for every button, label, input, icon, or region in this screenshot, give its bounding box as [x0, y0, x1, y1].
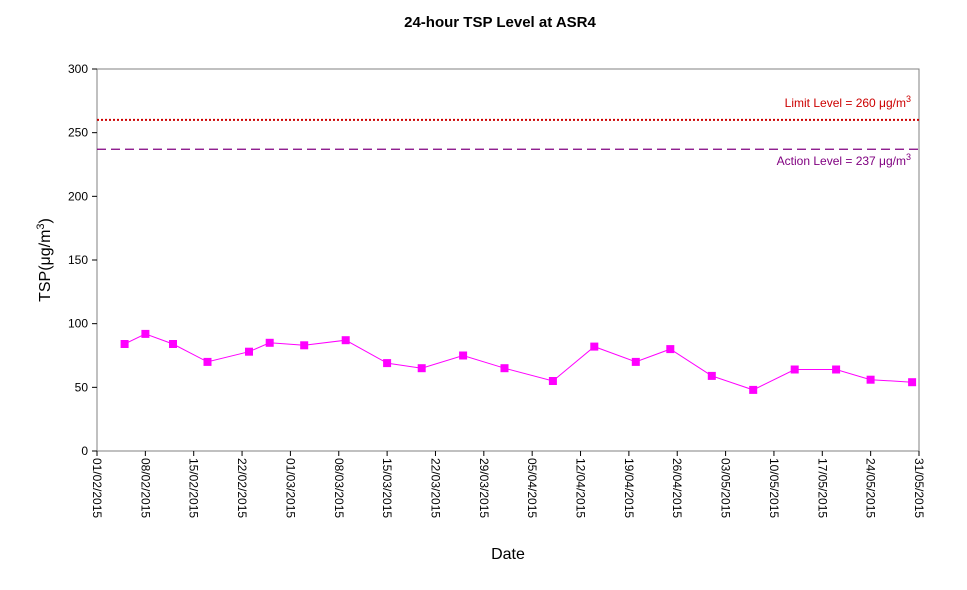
x-tick-label: 15/02/2015	[187, 458, 201, 518]
x-tick-label: 22/03/2015	[428, 458, 442, 518]
x-tick-label: 08/02/2015	[138, 458, 152, 518]
data-point-marker	[417, 364, 426, 373]
data-point-marker	[169, 340, 177, 348]
reference-line-label-superscript: 3	[906, 152, 911, 162]
x-tick-label: 03/05/2015	[719, 458, 733, 518]
x-tick-label: 08/03/2015	[332, 458, 346, 518]
data-point-marker	[749, 385, 758, 394]
y-axis-ticks: 0 50 100 150 200 250 300	[68, 62, 97, 458]
reference-line-label: Limit Level = 260 μg/m3	[785, 94, 911, 110]
data-point-marker	[341, 336, 350, 345]
data-point-marker	[203, 357, 212, 366]
x-tick-label: 24/05/2015	[864, 458, 878, 518]
x-tick-label: 01/02/2015	[90, 458, 104, 518]
data-point-marker	[265, 338, 274, 347]
x-axis-label: Date	[491, 546, 525, 563]
data-point-marker	[908, 378, 917, 387]
reference-line-label-text: Action Level = 237 μg/m	[777, 154, 906, 168]
y-tick-label: 50	[75, 380, 89, 394]
data-point-marker	[383, 359, 392, 368]
reference-line-label-text: Limit Level = 260 μg/m	[785, 96, 906, 110]
x-tick-label: 05/04/2015	[525, 458, 539, 518]
data-point-marker	[666, 345, 675, 354]
y-tick-label: 200	[68, 189, 88, 203]
series-group	[120, 329, 917, 394]
x-tick-label: 19/04/2015	[622, 458, 636, 518]
y-tick-label: 100	[68, 317, 88, 331]
x-tick-label: 12/04/2015	[574, 458, 588, 518]
x-tick-label: 01/03/2015	[283, 458, 297, 518]
data-point-marker	[590, 342, 599, 351]
plot-area	[96, 68, 920, 452]
reference-line-label: Action Level = 237 μg/m3	[777, 152, 911, 168]
data-point-marker	[707, 371, 716, 380]
x-tick-label: 26/04/2015	[670, 458, 684, 518]
y-tick-label: 0	[81, 444, 88, 458]
data-point-marker	[548, 377, 557, 385]
x-tick-label: 17/05/2015	[815, 458, 829, 518]
data-point-marker	[459, 351, 468, 360]
y-tick-label: 300	[68, 62, 88, 76]
data-point-marker	[500, 364, 509, 373]
data-point-marker	[120, 340, 129, 348]
series-line	[124, 333, 913, 391]
x-tick-label: 29/03/2015	[477, 458, 491, 518]
data-point-marker	[245, 347, 253, 356]
data-point-marker	[141, 329, 150, 338]
data-point-marker	[866, 375, 875, 384]
x-tick-label: 22/02/2015	[235, 458, 249, 518]
x-tick-label: 10/05/2015	[767, 458, 781, 518]
chart-title: 24-hour TSP Level at ASR4	[404, 14, 596, 31]
data-point-marker	[300, 341, 309, 350]
data-point-marker	[790, 365, 799, 374]
x-tick-label: 15/03/2015	[380, 458, 394, 518]
y-tick-label: 250	[68, 126, 88, 140]
x-axis-ticks: 01/02/2015 08/02/2015 15/02/2015 22/02/2015…	[90, 451, 926, 518]
y-tick-label: 150	[68, 253, 88, 267]
data-point-marker	[832, 365, 841, 374]
x-tick-label: 31/05/2015	[912, 458, 926, 518]
data-point-marker	[631, 357, 640, 366]
reference-line-label-superscript: 3	[906, 94, 911, 104]
y-axis-label: TSP(μg/m3)	[35, 218, 54, 302]
